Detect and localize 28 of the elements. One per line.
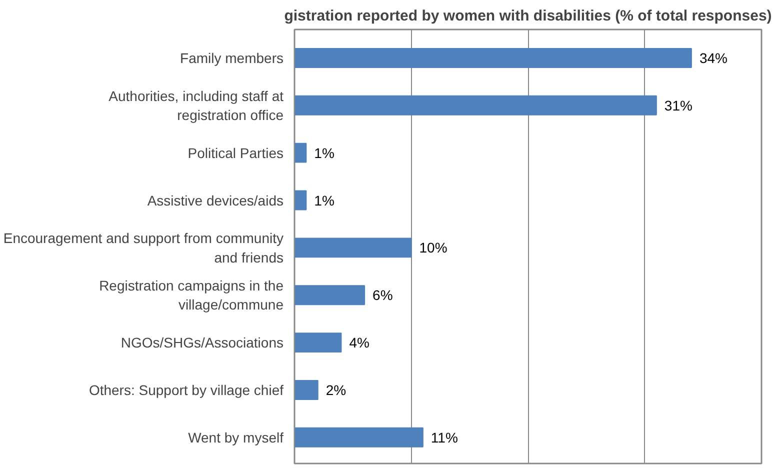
y-tick-label: Others: Support by village chief <box>88 382 284 398</box>
data-label: 11% <box>430 429 458 446</box>
y-tick-label: Went by myself <box>188 429 284 446</box>
data-label: 2% <box>326 382 346 398</box>
bar <box>294 190 307 210</box>
bar <box>294 48 692 68</box>
y-tick-label: Registration campaigns in the village/commune <box>99 278 284 313</box>
y-tick-label: Encouragement and support from community and friends <box>3 230 284 266</box>
y-tick-label: Assistive devices/aids <box>147 192 284 208</box>
bar <box>294 95 657 116</box>
bar <box>294 380 318 400</box>
bar <box>294 142 307 163</box>
data-label: 1% <box>314 192 334 208</box>
y-tick-label: Political Parties <box>188 144 284 161</box>
data-label: 10% <box>419 240 448 256</box>
y-tick-label: Authorities, including staff at registration office <box>108 88 284 123</box>
bar <box>294 332 342 353</box>
bar <box>294 427 424 448</box>
data-label: 4% <box>349 334 370 351</box>
data-label: 1% <box>314 144 334 161</box>
y-tick-label: NGOs/SHGs/Associations <box>120 334 284 351</box>
data-label: 31% <box>664 97 692 114</box>
data-label: 34% <box>699 50 728 66</box>
y-tick-label: Family members <box>180 50 284 66</box>
data-label: 6% <box>372 287 393 304</box>
chart-title: gistration reported by women with disabilities (% of total responses) <box>284 8 772 24</box>
bar <box>294 285 366 306</box>
bar <box>294 238 412 258</box>
